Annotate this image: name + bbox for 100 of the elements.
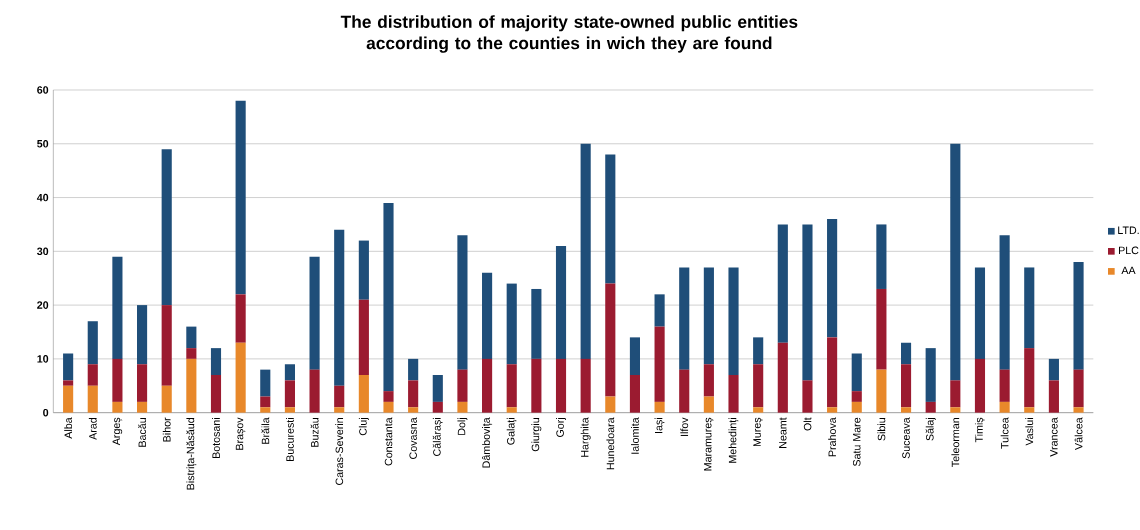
x-tick-label: Constanta [384, 417, 393, 466]
bar [1024, 348, 1035, 408]
legend-label: PLC [1118, 246, 1139, 255]
x-tick-label: Covasna [409, 417, 417, 459]
bar [112, 401, 123, 413]
bar [161, 305, 172, 386]
bar [334, 407, 345, 413]
bar [235, 342, 246, 413]
bar [999, 369, 1010, 402]
bar [925, 401, 936, 413]
bar [580, 143, 591, 359]
bar [777, 342, 788, 413]
bar [161, 385, 172, 413]
bar [900, 342, 912, 365]
x-tick-label: Ilfov [680, 417, 689, 436]
bar [802, 224, 813, 381]
bar [260, 369, 271, 397]
bar [703, 267, 714, 365]
bar [136, 364, 148, 402]
bar [260, 407, 271, 413]
x-tick-label: Neamt [779, 417, 787, 448]
bar [1073, 407, 1084, 413]
x-tick-label: Suceava [902, 417, 910, 459]
bar [900, 364, 912, 408]
bar [925, 348, 936, 402]
bar [334, 385, 345, 408]
x-tick-label: Argeș [112, 417, 123, 446]
legend-label: LTD. [1118, 226, 1139, 234]
x-tick-label: Timiș [974, 417, 985, 443]
bar [506, 283, 517, 365]
bar [802, 380, 813, 413]
bar [555, 358, 567, 413]
x-tick-label: Harghita [580, 417, 591, 457]
bar [482, 358, 493, 413]
bar [728, 267, 739, 376]
bar [851, 401, 862, 413]
bar [777, 224, 788, 343]
bar [260, 396, 271, 408]
bar [1024, 407, 1035, 413]
x-tick-label: Alba [64, 417, 73, 439]
x-tick-label: Vâlcea [1074, 417, 1083, 450]
bar [605, 396, 616, 413]
bar [531, 288, 542, 359]
x-tick-label: Bistrița-Năsăud [186, 418, 197, 490]
bar [136, 401, 148, 413]
y-tick-label: 40 [36, 193, 49, 202]
bar [457, 401, 468, 413]
bar [186, 358, 197, 413]
bar [87, 385, 98, 413]
bar [235, 294, 246, 343]
bar [63, 385, 74, 413]
bar [112, 256, 123, 359]
bar [1024, 267, 1035, 349]
bar [679, 369, 690, 413]
bar [309, 369, 320, 413]
bar [851, 353, 862, 392]
bar [679, 267, 690, 370]
x-tick-label: Hunedoara [606, 417, 615, 470]
bar [284, 407, 295, 413]
bar [1073, 369, 1084, 408]
x-tick-label: Vrancea [1050, 417, 1058, 457]
bar [703, 396, 714, 413]
bar [161, 149, 172, 306]
y-tick-label: 10 [37, 355, 49, 363]
bar [950, 380, 961, 408]
x-tick-label: Sibiu [877, 418, 886, 441]
bar [555, 245, 567, 359]
bar [284, 364, 295, 381]
bar [383, 202, 394, 392]
bar [900, 407, 912, 413]
bar [629, 337, 641, 376]
legend-label: AA [1121, 266, 1136, 275]
x-tick-label: Cluj [358, 418, 369, 436]
bar [703, 364, 714, 397]
bar [950, 143, 961, 381]
bar [827, 219, 838, 338]
bar [284, 380, 295, 408]
x-tick-label: Călărași [432, 418, 443, 456]
bar [186, 348, 197, 359]
bar [1048, 380, 1059, 413]
bar [457, 235, 468, 370]
x-tick-label: Prahova [828, 417, 837, 457]
x-tick-label: Gorj [556, 418, 566, 437]
bar [235, 100, 246, 295]
x-tick-label: Dâmbovița [482, 417, 493, 468]
x-tick-label: Dolj [457, 418, 468, 435]
bar [827, 407, 838, 413]
x-tick-label: Tulcea [1000, 417, 1009, 449]
bar [112, 358, 123, 402]
x-tick-label: Bihor [162, 417, 171, 442]
bar [136, 305, 148, 365]
x-tick-label: Ialomita [631, 417, 639, 454]
bar [408, 358, 419, 381]
bar [210, 348, 222, 376]
bar [87, 364, 98, 386]
x-tick-label: Vaslui [1025, 418, 1034, 446]
x-tick-label: Buzău [310, 418, 319, 447]
chart-title: The distribution of majority state-owned public entities according to the counties in wich they are found [340, 15, 798, 53]
bar [974, 267, 986, 359]
x-tick-label: Mureș [753, 417, 763, 447]
